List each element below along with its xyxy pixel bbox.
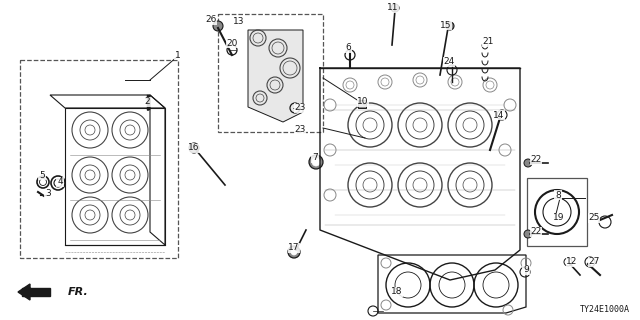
Text: 16: 16 [188, 143, 200, 153]
Text: 18: 18 [391, 287, 403, 297]
Bar [20, 60, 178, 258]
Circle shape [524, 159, 532, 167]
Text: 4: 4 [57, 178, 63, 187]
Circle shape [446, 22, 454, 30]
Circle shape [524, 230, 532, 238]
Text: 17: 17 [288, 244, 300, 252]
Text: 15: 15 [440, 20, 452, 29]
Bar [527, 178, 587, 246]
Text: 22: 22 [531, 228, 541, 236]
Polygon shape [18, 284, 30, 300]
Text: 10: 10 [357, 98, 369, 107]
Text: 23: 23 [294, 103, 306, 113]
Polygon shape [22, 288, 50, 296]
Text: 27: 27 [588, 258, 600, 267]
Text: 9: 9 [523, 266, 529, 275]
Circle shape [288, 246, 300, 258]
Text: 2: 2 [144, 98, 150, 107]
Text: 8: 8 [555, 190, 561, 199]
Text: 6: 6 [345, 44, 351, 52]
Text: 22: 22 [531, 156, 541, 164]
Bar [218, 14, 323, 132]
Text: 3: 3 [45, 189, 51, 198]
Text: 12: 12 [566, 258, 578, 267]
Text: 14: 14 [493, 110, 505, 119]
Text: 7: 7 [312, 154, 318, 163]
Text: 19: 19 [553, 213, 564, 222]
Circle shape [291, 249, 297, 255]
Circle shape [309, 155, 323, 169]
Text: 20: 20 [227, 38, 237, 47]
Circle shape [213, 21, 223, 31]
Text: 21: 21 [483, 37, 493, 46]
Text: 1: 1 [175, 51, 181, 60]
Text: 26: 26 [205, 15, 217, 25]
Text: 5: 5 [39, 171, 45, 180]
Text: 13: 13 [233, 18, 244, 27]
Bar [358, 100, 366, 108]
Polygon shape [248, 30, 303, 122]
Text: 25: 25 [588, 213, 600, 222]
Circle shape [312, 158, 320, 166]
Circle shape [391, 4, 399, 12]
Text: TY24E1000A: TY24E1000A [580, 305, 630, 314]
Text: 24: 24 [444, 58, 454, 67]
Text: FR.: FR. [68, 287, 89, 297]
Text: 11: 11 [387, 4, 399, 12]
Text: 23: 23 [294, 125, 306, 134]
Circle shape [189, 143, 199, 153]
